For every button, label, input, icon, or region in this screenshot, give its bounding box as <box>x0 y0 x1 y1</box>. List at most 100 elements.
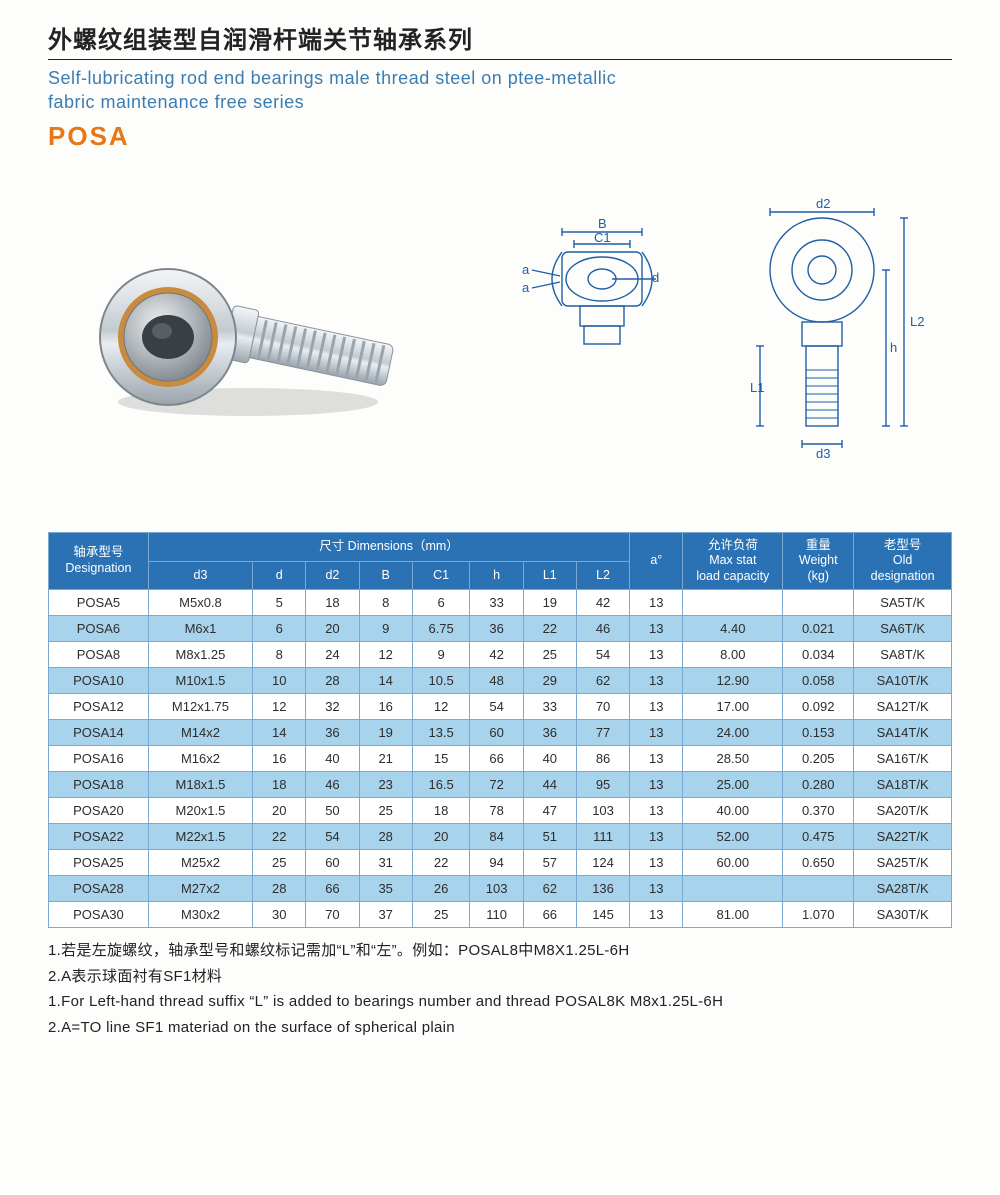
cell-B: 19 <box>359 720 412 746</box>
table-row: POSA5M5x0.85188633194213SA5T/K <box>49 590 952 616</box>
cell-wt: 0.058 <box>783 668 854 694</box>
cell-h: 36 <box>470 616 523 642</box>
svg-text:C1: C1 <box>594 230 611 245</box>
cell-a: 13 <box>630 590 683 616</box>
cell-L2: 86 <box>576 746 629 772</box>
cell-des: POSA28 <box>49 876 149 902</box>
cell-old: SA22T/K <box>854 824 952 850</box>
cell-L2: 42 <box>576 590 629 616</box>
cell-L1: 29 <box>523 668 576 694</box>
table-row: POSA25M25x22560312294571241360.000.650SA… <box>49 850 952 876</box>
cell-a: 13 <box>630 772 683 798</box>
cell-d2: 70 <box>306 902 359 928</box>
cell-old: SA25T/K <box>854 850 952 876</box>
cell-old: SA28T/K <box>854 876 952 902</box>
cell-B: 8 <box>359 590 412 616</box>
cell-d2: 66 <box>306 876 359 902</box>
cell-max: 52.00 <box>683 824 783 850</box>
cell-d: 12 <box>253 694 306 720</box>
engineering-drawing: B C1 a a d d2 L2 h L1 d3 <box>492 192 952 462</box>
table-row: POSA16M16x2164021156640861328.500.205SA1… <box>49 746 952 772</box>
col-h: h <box>470 561 523 590</box>
col-d2: d2 <box>306 561 359 590</box>
table-row: POSA8M8x1.25824129422554138.000.034SA8T/… <box>49 642 952 668</box>
table-row: POSA18M18x1.518462316.57244951325.000.28… <box>49 772 952 798</box>
cell-d: 30 <box>253 902 306 928</box>
cell-max <box>683 876 783 902</box>
table-row: POSA20M20x1.52050251878471031340.000.370… <box>49 798 952 824</box>
cell-max: 25.00 <box>683 772 783 798</box>
cell-d3: M10x1.5 <box>148 668 252 694</box>
cell-d2: 32 <box>306 694 359 720</box>
cell-d2: 60 <box>306 850 359 876</box>
svg-text:h: h <box>890 340 897 355</box>
figure-row: B C1 a a d d2 L2 h L1 d3 <box>48 182 952 472</box>
table-row: POSA10M10x1.510281410.54829621312.900.05… <box>49 668 952 694</box>
cell-max: 8.00 <box>683 642 783 668</box>
cell-d3: M8x1.25 <box>148 642 252 668</box>
cell-h: 94 <box>470 850 523 876</box>
cell-L2: 77 <box>576 720 629 746</box>
cell-a: 13 <box>630 746 683 772</box>
cell-h: 78 <box>470 798 523 824</box>
col-old: 老型号 Old designation <box>854 532 952 590</box>
note-2-cn: 2.A表示球面衬有SF1材料 <box>48 964 952 990</box>
cell-d3: M20x1.5 <box>148 798 252 824</box>
svg-text:d3: d3 <box>816 446 830 461</box>
cell-C1: 10.5 <box>412 668 470 694</box>
cell-h: 84 <box>470 824 523 850</box>
cell-B: 28 <box>359 824 412 850</box>
cell-d: 28 <box>253 876 306 902</box>
col-B: B <box>359 561 412 590</box>
cell-des: POSA16 <box>49 746 149 772</box>
cell-L1: 33 <box>523 694 576 720</box>
cell-B: 31 <box>359 850 412 876</box>
cell-d: 22 <box>253 824 306 850</box>
cell-d3: M22x1.5 <box>148 824 252 850</box>
footnotes: 1.若是左旋螺纹，轴承型号和螺纹标记需加“L”和“左”。例如：POSAL8中M8… <box>48 938 952 1040</box>
cell-a: 13 <box>630 720 683 746</box>
svg-text:d2: d2 <box>816 196 830 211</box>
cell-max: 60.00 <box>683 850 783 876</box>
cell-wt: 0.650 <box>783 850 854 876</box>
cell-d: 14 <box>253 720 306 746</box>
cell-L1: 51 <box>523 824 576 850</box>
cell-a: 13 <box>630 876 683 902</box>
spec-table: 轴承型号 Designation 尺寸 Dimensions（mm） a° 允许… <box>48 532 952 929</box>
cell-B: 23 <box>359 772 412 798</box>
cell-C1: 20 <box>412 824 470 850</box>
cell-d3: M30x2 <box>148 902 252 928</box>
cell-h: 33 <box>470 590 523 616</box>
table-row: POSA30M30x230703725110661451381.001.070S… <box>49 902 952 928</box>
cell-wt: 0.205 <box>783 746 854 772</box>
cell-d2: 28 <box>306 668 359 694</box>
cell-h: 66 <box>470 746 523 772</box>
cell-L1: 57 <box>523 850 576 876</box>
title-underline <box>48 59 952 60</box>
cell-C1: 16.5 <box>412 772 470 798</box>
cell-des: POSA6 <box>49 616 149 642</box>
svg-text:L2: L2 <box>910 314 924 329</box>
cell-max: 17.00 <box>683 694 783 720</box>
spec-table-head: 轴承型号 Designation 尺寸 Dimensions（mm） a° 允许… <box>49 532 952 590</box>
title-english-line1: Self-lubricating rod end bearings male t… <box>48 66 952 90</box>
cell-des: POSA22 <box>49 824 149 850</box>
cell-old: SA6T/K <box>854 616 952 642</box>
cell-a: 13 <box>630 694 683 720</box>
cell-d3: M6x1 <box>148 616 252 642</box>
cell-wt: 0.370 <box>783 798 854 824</box>
cell-h: 54 <box>470 694 523 720</box>
cell-des: POSA14 <box>49 720 149 746</box>
table-row: POSA22M22x1.52254282084511111352.000.475… <box>49 824 952 850</box>
cell-L2: 103 <box>576 798 629 824</box>
table-row: POSA28M27x2286635261036213613SA28T/K <box>49 876 952 902</box>
cell-h: 72 <box>470 772 523 798</box>
cell-d3: M27x2 <box>148 876 252 902</box>
cell-B: 25 <box>359 798 412 824</box>
svg-text:a: a <box>522 262 530 277</box>
cell-C1: 15 <box>412 746 470 772</box>
cell-d: 6 <box>253 616 306 642</box>
cell-B: 9 <box>359 616 412 642</box>
cell-C1: 6 <box>412 590 470 616</box>
table-row: POSA14M14x214361913.56036771324.000.153S… <box>49 720 952 746</box>
